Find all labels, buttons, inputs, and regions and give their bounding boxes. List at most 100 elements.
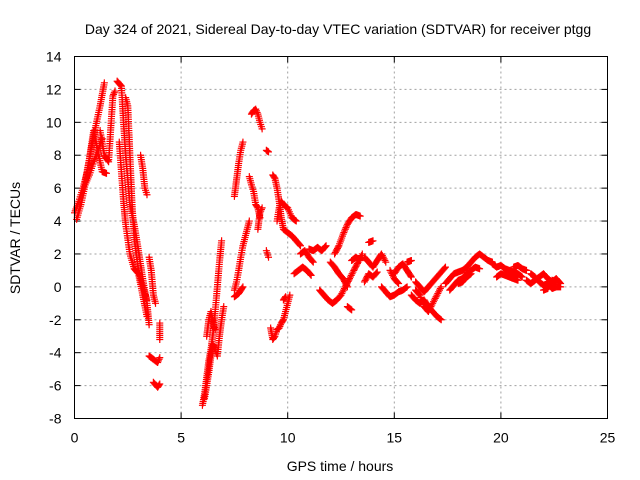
data-point <box>436 285 444 293</box>
data-point <box>402 284 410 292</box>
data-point <box>441 263 449 271</box>
data-point <box>258 204 266 212</box>
data-point <box>343 222 351 230</box>
data-point <box>552 278 560 286</box>
data-point <box>517 272 525 280</box>
data-point <box>252 107 260 115</box>
x-tick-label: 15 <box>387 430 403 446</box>
data-point <box>218 237 226 245</box>
data-point <box>143 191 151 199</box>
data-point <box>341 225 349 233</box>
data-point <box>347 305 355 313</box>
y-tick-label: 8 <box>54 147 62 163</box>
data-point <box>210 342 218 350</box>
y-axis-ticks: -8 -6 -4 -2 0 2 4 6 8 10 12 14 <box>46 49 608 427</box>
data-point <box>357 252 365 260</box>
data-point <box>544 285 552 293</box>
data-point <box>378 252 386 260</box>
data-point <box>348 270 356 278</box>
data-point <box>156 354 164 362</box>
data-point <box>292 217 300 225</box>
x-axis-ticks: 0 5 10 15 20 25 <box>71 56 616 446</box>
data-point <box>100 79 108 87</box>
data-point <box>386 266 394 274</box>
data-point <box>339 288 347 296</box>
data-point <box>429 299 437 307</box>
data-point <box>437 283 445 291</box>
plot-frame <box>74 56 608 419</box>
data-point <box>395 280 403 288</box>
data-point <box>407 272 415 280</box>
data-point <box>369 237 377 245</box>
data-point <box>424 308 432 316</box>
data-point <box>372 269 380 277</box>
data-point <box>339 230 347 238</box>
data-point <box>347 271 355 279</box>
data-point <box>245 217 253 225</box>
data-point <box>433 291 441 299</box>
data-point <box>337 291 345 299</box>
data-point <box>518 273 526 281</box>
data-point <box>436 315 444 323</box>
data-point <box>276 322 284 330</box>
data-point <box>239 283 247 291</box>
data-point <box>109 92 117 100</box>
data-point <box>270 173 278 181</box>
data-point <box>346 305 354 313</box>
x-tick-label: 5 <box>177 430 185 446</box>
data-point <box>514 276 522 284</box>
data-point <box>154 357 162 365</box>
data-point <box>308 257 316 265</box>
data-point <box>407 257 415 265</box>
data-point <box>382 258 390 266</box>
data-point <box>143 312 151 320</box>
data-point <box>253 108 261 116</box>
data-point <box>116 80 124 88</box>
data-point <box>427 303 435 311</box>
data-point <box>356 257 364 265</box>
data-point <box>546 281 554 289</box>
data-point <box>381 257 389 265</box>
data-point <box>356 212 364 220</box>
data-point <box>111 87 119 95</box>
data-point <box>522 266 530 274</box>
data-points <box>71 77 565 409</box>
data-point <box>152 299 160 307</box>
data-point <box>403 283 411 291</box>
data-point <box>349 268 357 276</box>
data-point <box>256 209 264 217</box>
x-tick-label: 25 <box>600 430 616 446</box>
data-point <box>282 293 290 301</box>
data-point <box>432 293 440 301</box>
data-point <box>401 284 409 292</box>
x-tick-label: 10 <box>280 430 296 446</box>
y-tick-label: 0 <box>54 279 62 295</box>
data-point <box>426 304 434 312</box>
y-tick-label: 12 <box>46 81 62 97</box>
y-tick-label: 14 <box>46 49 62 65</box>
y-tick-label: -4 <box>49 345 62 361</box>
data-point <box>467 270 475 278</box>
data-point <box>340 286 348 294</box>
data-point <box>517 272 525 280</box>
data-point <box>286 291 294 299</box>
data-point <box>270 333 278 341</box>
data-point <box>437 316 445 324</box>
data-point <box>239 138 247 146</box>
y-tick-label: 2 <box>54 246 62 262</box>
data-point <box>220 303 228 311</box>
data-point <box>110 90 118 98</box>
y-tick-label: -8 <box>49 411 62 427</box>
y-tick-label: 6 <box>54 180 62 196</box>
data-point <box>431 294 439 302</box>
data-point <box>154 359 162 367</box>
data-point <box>279 317 287 325</box>
data-point <box>341 227 349 235</box>
data-point <box>334 243 342 251</box>
data-point <box>238 284 246 292</box>
data-point <box>296 241 304 249</box>
data-point <box>257 206 265 214</box>
y-tick-label: 4 <box>54 213 62 229</box>
data-point <box>389 271 397 279</box>
